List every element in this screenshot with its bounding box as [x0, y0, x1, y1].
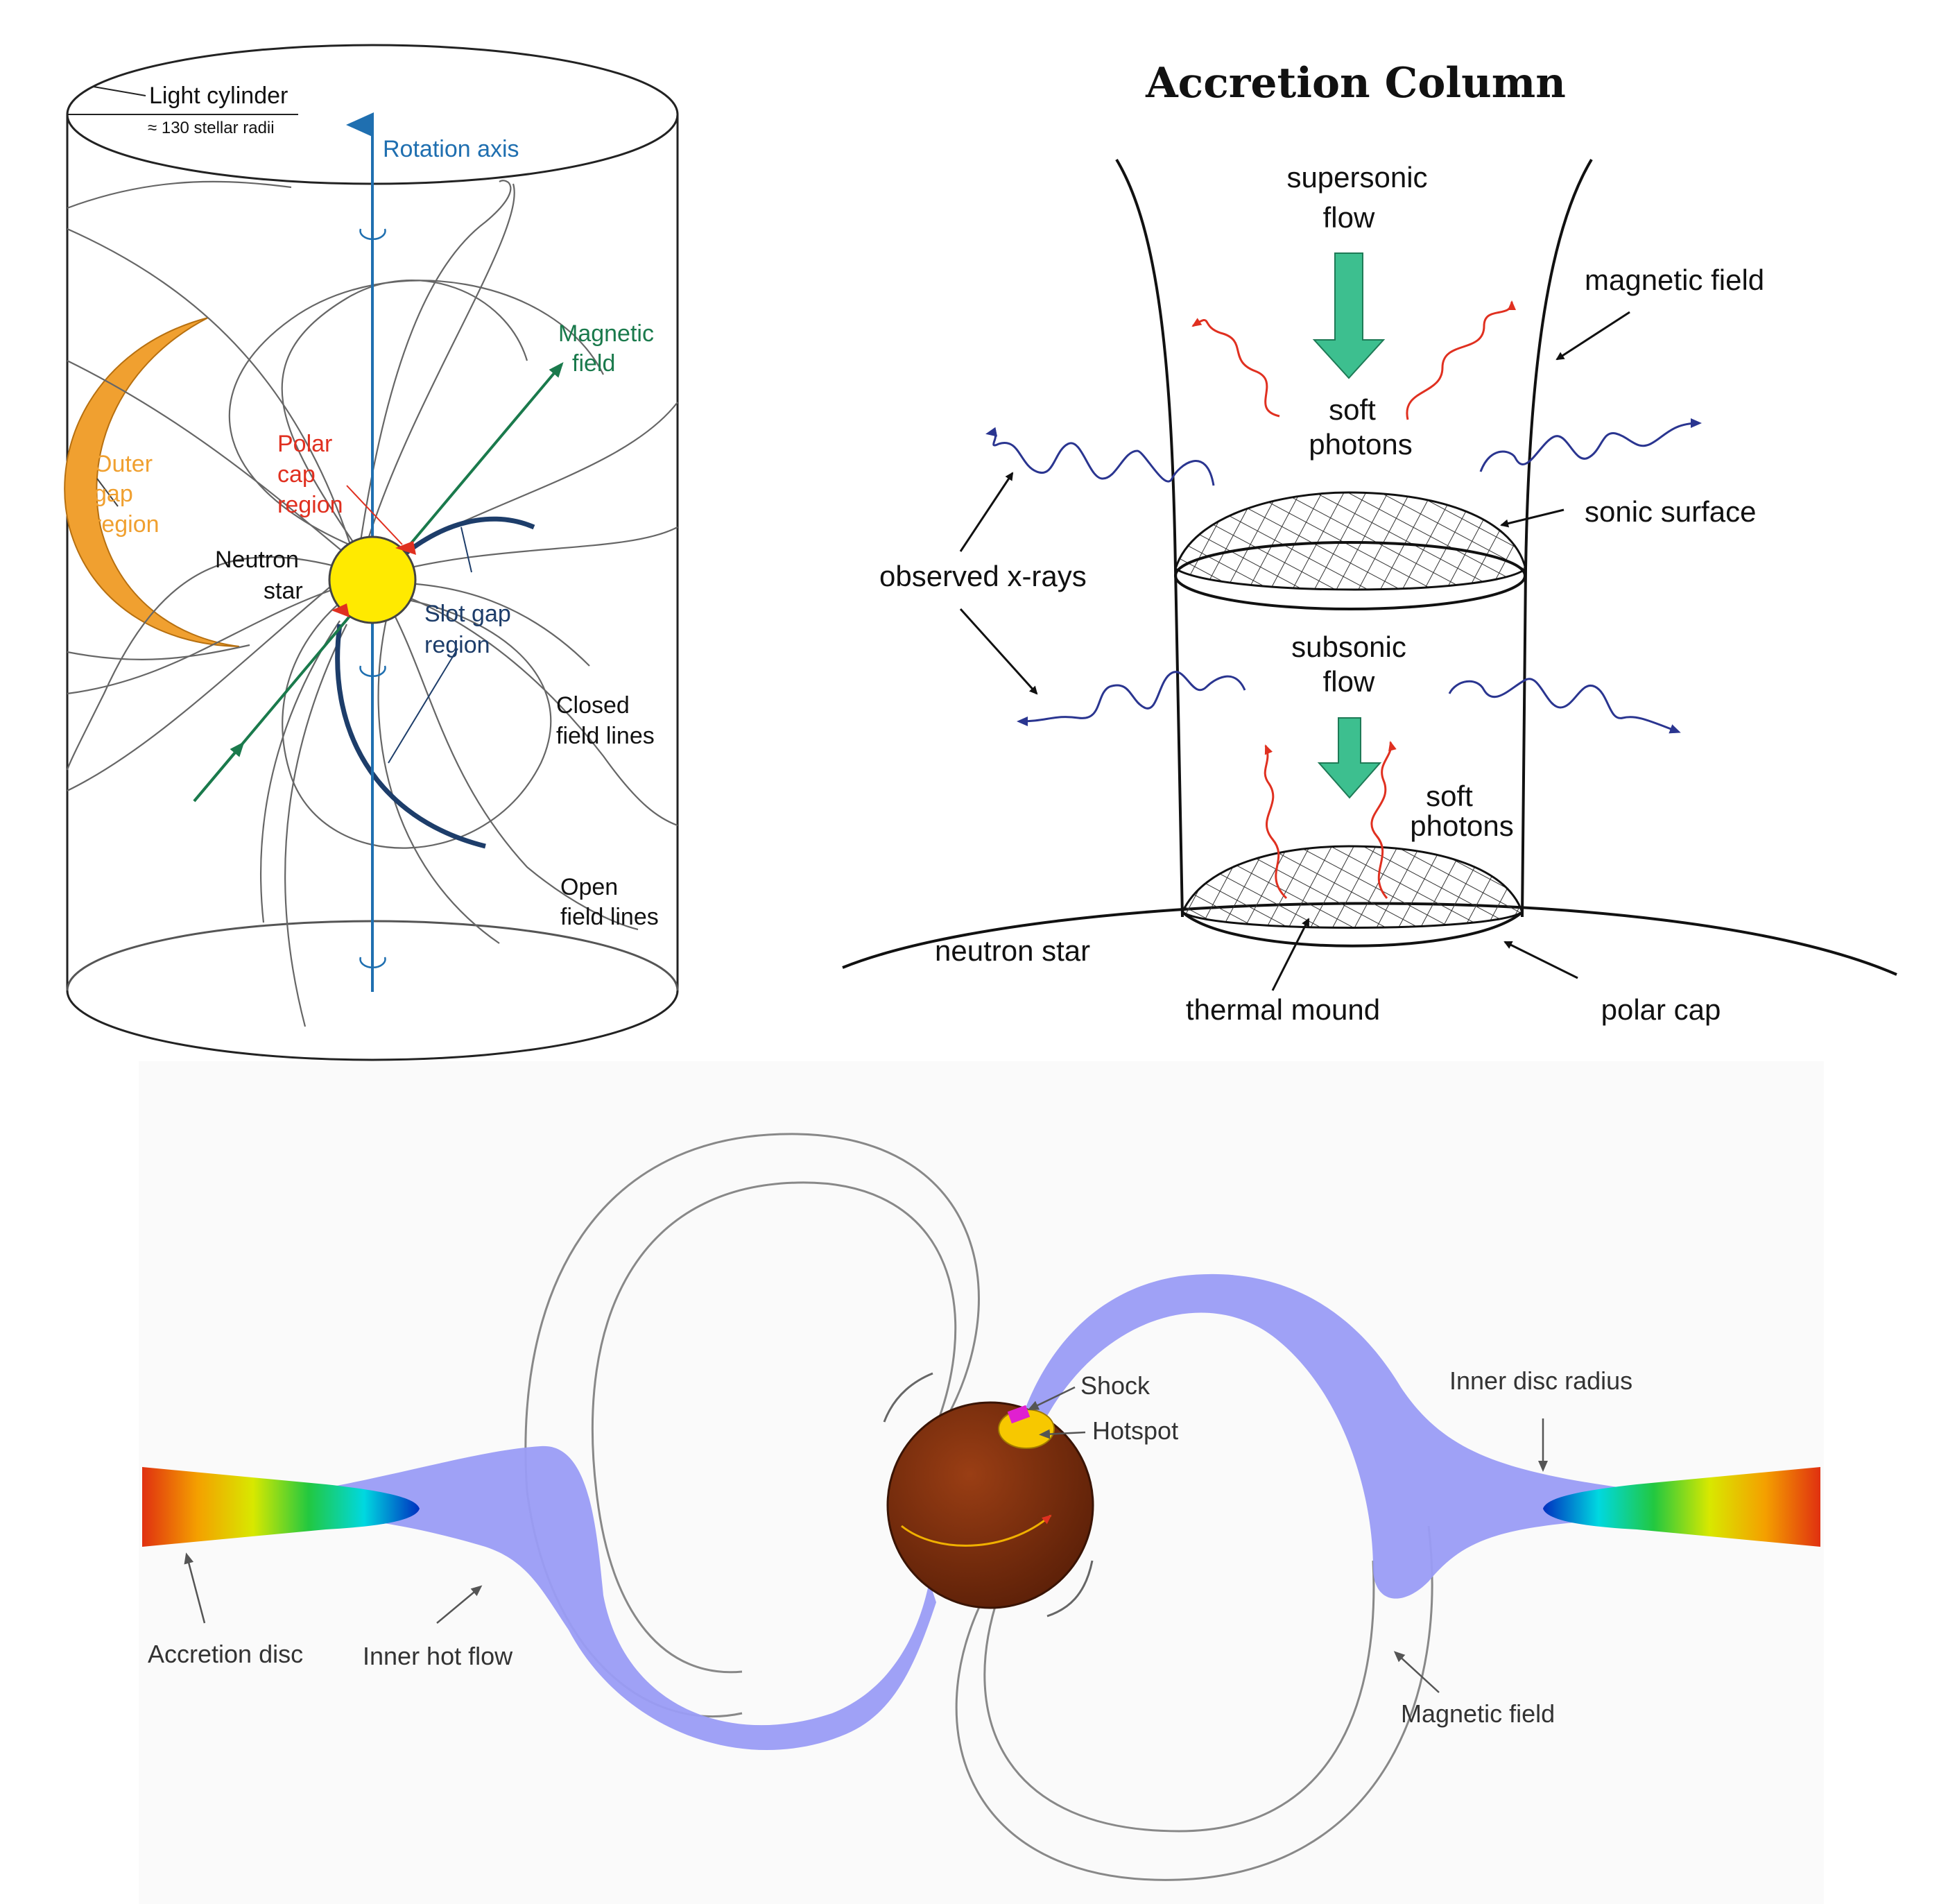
thermal-mound-dome — [1181, 845, 1524, 947]
polar-cap-label-2: cap — [277, 461, 316, 488]
soft-photon-arrows — [1191, 300, 1516, 900]
magnetic-field-walls — [1115, 158, 1593, 918]
inner-hot-flow-label: Inner hot flow — [363, 1642, 513, 1670]
inner-hot-flow-left — [326, 1446, 936, 1750]
accretion-column-title: Accretion Column — [1145, 59, 1566, 108]
accretion-disc-label: Accretion disc — [148, 1640, 303, 1668]
soft-photons-top-label-2: photons — [1309, 428, 1412, 461]
slot-gap-label-2: region — [424, 632, 490, 658]
hotspot-label: Hotspot — [1092, 1416, 1178, 1445]
closed-field-lines-label-1: Closed — [556, 692, 630, 719]
light-cylinder-note: ≈ 130 stellar radii — [148, 119, 275, 137]
neutron-star-yellow — [328, 535, 417, 624]
shock — [1007, 1405, 1031, 1424]
inner-hot-flow-right — [1019, 1273, 1623, 1599]
outer-gap-region-shape — [64, 317, 240, 647]
field-lines — [66, 180, 678, 1027]
light-cylinder-label: Light cylinder — [149, 83, 288, 109]
magnetic-field-disc-label: Magnetic field — [1401, 1699, 1555, 1728]
soft-photons-bottom-label-2: photons — [1410, 809, 1513, 842]
neutron-star-label-2: star — [264, 578, 303, 604]
outer-gap-label-2: gap — [94, 481, 133, 507]
subsonic-flow-label-2: flow — [1323, 665, 1375, 698]
sonic-surface-dome — [1174, 491, 1527, 610]
accretion-disc-right — [1543, 1467, 1820, 1547]
supersonic-flow-label-1: supersonic — [1286, 161, 1427, 194]
magnetic-field-label-2: field — [572, 350, 615, 377]
observed-xrays-label: observed x-rays — [879, 560, 1087, 592]
thermal-mound-label: thermal mound — [1186, 993, 1380, 1026]
polar-cap-column-label: polar cap — [1601, 993, 1721, 1026]
supersonic-flow-arrow — [1312, 252, 1386, 379]
subsonic-flow-label-1: subsonic — [1291, 631, 1406, 663]
outer-gap-label-3: region — [94, 511, 160, 538]
soft-photons-top-label-1: soft — [1329, 393, 1376, 426]
open-field-lines-label-1: Open — [560, 874, 618, 900]
magnetic-field-column-label: magnetic field — [1585, 264, 1764, 296]
neutron-star-brown — [886, 1401, 1094, 1609]
rotation-axis-label: Rotation axis — [383, 136, 519, 162]
neutron-star-column-label: neutron star — [935, 934, 1090, 967]
subsonic-flow-arrow — [1317, 717, 1382, 799]
neutron-star-label-1: Neutron — [215, 547, 299, 573]
shock-label: Shock — [1080, 1371, 1150, 1400]
magnetic-field-label-1: Magnetic — [558, 320, 654, 347]
polar-cap-label-1: Polar — [277, 431, 332, 457]
supersonic-flow-label-2: flow — [1323, 201, 1375, 234]
polar-cap-marker — [395, 541, 416, 555]
inner-disc-radius-label: Inner disc radius — [1449, 1366, 1632, 1395]
accretion-column-panel: Accretion Column — [842, 59, 1897, 1026]
sonic-surface-label: sonic surface — [1585, 495, 1756, 528]
accretion-disc-panel: Shock Hotspot Inner disc radius Accretio… — [139, 1061, 1824, 1904]
slot-gap-label-1: Slot gap — [424, 601, 511, 627]
outer-gap-label-1: Outer — [94, 451, 153, 477]
closed-field-lines-label-2: field lines — [556, 723, 655, 749]
soft-photons-bottom-label-1: soft — [1426, 780, 1473, 812]
accretion-disc-left — [142, 1467, 420, 1547]
open-field-lines-label-2: field lines — [560, 904, 659, 930]
xray-arrows — [985, 418, 1702, 734]
pulsar-magnetosphere-panel: Light cylinder ≈ 130 stellar radii Rotat… — [64, 44, 679, 1061]
polar-cap-label-3: region — [277, 492, 343, 518]
